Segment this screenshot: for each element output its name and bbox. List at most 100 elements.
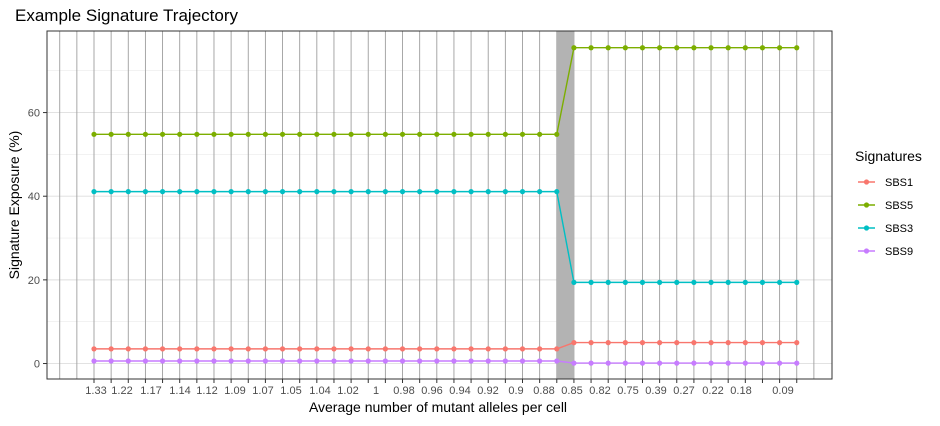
data-point-sbs1 xyxy=(554,346,560,352)
data-point-sbs3 xyxy=(674,279,680,285)
data-point-sbs3 xyxy=(365,189,371,195)
data-point-sbs9 xyxy=(245,358,251,364)
data-point-sbs5 xyxy=(245,131,251,137)
legend: Signatures SBS1 SBS5 SBS3 SBS9 xyxy=(855,148,922,258)
series-line-sbs1 xyxy=(94,341,797,350)
data-point-sbs1 xyxy=(794,340,800,346)
series-line-sbs5 xyxy=(94,47,797,136)
data-point-sbs3 xyxy=(91,189,97,195)
x-tick-label: 0.82 xyxy=(589,385,610,397)
data-point-sbs5 xyxy=(297,131,303,137)
data-point-sbs9 xyxy=(622,360,628,366)
data-point-sbs5 xyxy=(451,131,457,137)
data-point-sbs5 xyxy=(657,45,663,51)
x-tick-label: 0.96 xyxy=(421,385,442,397)
data-point-sbs1 xyxy=(108,346,114,352)
data-point-sbs9 xyxy=(794,360,800,366)
data-point-sbs5 xyxy=(639,45,646,51)
data-point-sbs3 xyxy=(108,189,114,195)
data-point-sbs1 xyxy=(314,346,320,352)
data-point-sbs5 xyxy=(588,45,594,51)
data-point-sbs3 xyxy=(759,279,766,285)
data-point-sbs5 xyxy=(211,131,217,137)
data-point-sbs5 xyxy=(177,131,183,137)
data-point-sbs9 xyxy=(742,360,748,366)
data-point-sbs5 xyxy=(417,131,423,137)
data-point-sbs1 xyxy=(519,346,526,352)
data-point-sbs9 xyxy=(674,360,680,366)
data-point-sbs1 xyxy=(279,346,286,352)
x-tick-label: 1.14 xyxy=(169,385,190,397)
legend-label-sbs9: SBS9 xyxy=(885,246,913,258)
data-point-sbs3 xyxy=(348,189,354,195)
series-points xyxy=(91,45,800,366)
data-point-sbs9 xyxy=(451,358,457,364)
data-point-sbs5 xyxy=(331,131,337,137)
data-point-sbs3 xyxy=(159,189,166,195)
data-point-sbs1 xyxy=(588,340,594,346)
data-point-sbs5 xyxy=(519,131,526,137)
data-point-sbs3 xyxy=(194,189,200,195)
data-point-sbs5 xyxy=(742,45,748,51)
data-point-sbs5 xyxy=(348,131,354,137)
data-point-sbs3 xyxy=(314,189,320,195)
data-point-sbs3 xyxy=(777,279,783,285)
x-tick-label: 0.27 xyxy=(673,385,694,397)
plot-frame xyxy=(46,30,833,380)
data-point-sbs9 xyxy=(759,360,766,366)
data-point-sbs9 xyxy=(194,358,200,364)
legend-key-point-sbs3 xyxy=(863,225,870,231)
data-point-sbs1 xyxy=(537,346,543,352)
x-tick-label: 0.18 xyxy=(730,385,751,397)
data-point-sbs1 xyxy=(331,346,337,352)
data-point-sbs1 xyxy=(777,340,783,346)
data-point-sbs1 xyxy=(348,346,354,352)
x-axis: 1.33 1.22 1.17 1.14 1.12 1.09 1.07 1.05 1.04 1.02… xyxy=(85,379,798,397)
data-point-sbs3 xyxy=(502,189,508,195)
data-point-sbs1 xyxy=(451,346,457,352)
data-point-sbs3 xyxy=(417,189,423,195)
data-point-sbs3 xyxy=(262,189,268,195)
data-point-sbs3 xyxy=(571,279,577,285)
data-point-sbs9 xyxy=(348,358,354,364)
data-point-sbs3 xyxy=(691,279,697,285)
data-point-sbs3 xyxy=(657,279,663,285)
data-point-sbs1 xyxy=(725,340,731,346)
legend-key-point-sbs5 xyxy=(863,202,870,208)
data-point-sbs1 xyxy=(742,340,748,346)
data-point-sbs9 xyxy=(297,358,303,364)
x-tick-label: 1.33 xyxy=(85,385,106,397)
data-point-sbs3 xyxy=(519,189,526,195)
x-tick-label: 1.05 xyxy=(280,385,301,397)
data-point-sbs9 xyxy=(485,358,491,364)
series-line-sbs9 xyxy=(94,360,797,364)
data-point-sbs3 xyxy=(279,189,286,195)
x-axis-title: Average number of mutant alleles per cel… xyxy=(309,399,567,415)
x-tick-label: 1.17 xyxy=(140,385,161,397)
data-point-sbs9 xyxy=(365,358,371,364)
y-axis: 0 20 40 60 xyxy=(28,108,47,371)
data-point-sbs1 xyxy=(194,346,200,352)
data-point-sbs9 xyxy=(159,358,166,364)
legend-label-sbs3: SBS3 xyxy=(885,223,913,235)
data-point-sbs5 xyxy=(382,131,388,137)
data-point-sbs3 xyxy=(554,189,560,195)
data-point-sbs3 xyxy=(399,189,406,195)
data-point-sbs1 xyxy=(434,346,440,352)
data-point-sbs5 xyxy=(279,131,286,137)
data-point-sbs5 xyxy=(194,131,200,137)
legend-label-sbs1: SBS1 xyxy=(885,177,913,189)
data-point-sbs5 xyxy=(708,45,714,51)
data-point-sbs1 xyxy=(417,346,423,352)
data-point-sbs9 xyxy=(262,358,268,364)
data-point-sbs9 xyxy=(691,360,697,366)
data-point-sbs1 xyxy=(468,346,474,352)
x-tick-label: 1.09 xyxy=(224,385,245,397)
highlight-band xyxy=(556,31,574,379)
data-point-sbs3 xyxy=(708,279,714,285)
data-point-sbs5 xyxy=(91,131,97,137)
x-tick-label: 0.39 xyxy=(645,385,666,397)
data-point-sbs5 xyxy=(794,45,800,51)
data-point-sbs9 xyxy=(571,360,577,366)
